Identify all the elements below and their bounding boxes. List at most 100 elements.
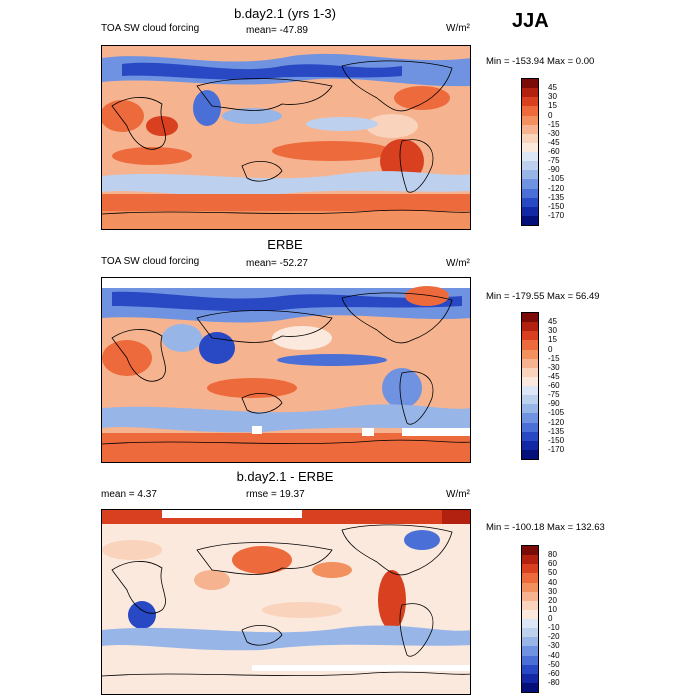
colorbar-swatch	[522, 449, 538, 459]
colorbar-swatch	[522, 386, 538, 396]
colorbar-label: -120	[548, 183, 565, 193]
colorbar-label: -90	[548, 399, 560, 409]
colorbar-swatch	[522, 646, 538, 656]
colorbar-label: 15	[548, 101, 557, 111]
panel1-minmax: Min = -153.94 Max = 0.00	[486, 56, 595, 67]
colorbar-label: -105	[548, 174, 565, 184]
panel1-mean: mean= -47.89	[246, 25, 308, 36]
colorbar-swatch	[522, 619, 538, 629]
colorbar-swatch	[522, 591, 538, 601]
colorbar-label: 50	[548, 568, 557, 578]
colorbar-label: -15	[548, 119, 560, 129]
colorbar-swatch	[522, 655, 538, 665]
colorbar-label: -75	[548, 156, 560, 166]
panel3-title: b.day2.1 - ERBE	[236, 469, 334, 484]
colorbar-swatch	[522, 609, 538, 619]
colorbar-swatch	[522, 637, 538, 647]
colorbar-label: -150	[548, 201, 565, 211]
season-label: JJA	[512, 10, 549, 32]
panel3-colorbar	[521, 545, 539, 693]
panel1-map	[101, 45, 471, 230]
panel2-minmax: Min = -179.55 Max = 56.49	[486, 291, 600, 302]
colorbar-label: 40	[548, 577, 557, 587]
colorbar-label: -150	[548, 435, 565, 445]
panel2-mean: mean= -52.27	[246, 258, 308, 269]
colorbar-label: -15	[548, 353, 560, 363]
panel2-map	[101, 277, 471, 463]
colorbar-label: -90	[548, 165, 560, 175]
colorbar-swatch	[522, 367, 538, 377]
panel3-map-field	[102, 510, 470, 694]
colorbar-swatch	[522, 546, 538, 556]
colorbar-swatch	[522, 179, 538, 189]
panel3-units: W/m²	[446, 489, 470, 500]
panel2-map-field	[102, 278, 470, 462]
colorbar-swatch	[522, 161, 538, 171]
colorbar-swatch	[522, 124, 538, 134]
colorbar-swatch	[522, 142, 538, 152]
colorbar-label: -60	[548, 147, 560, 156]
colorbar-swatch	[522, 555, 538, 565]
colorbar-swatch	[522, 115, 538, 125]
colorbar-label: 45	[548, 83, 557, 93]
panel1-variable-label: TOA SW cloud forcing	[101, 23, 200, 34]
colorbar-swatch	[522, 582, 538, 592]
panel2-units: W/m²	[446, 258, 470, 269]
colorbar-label: -80	[548, 677, 560, 687]
colorbar-swatch	[522, 106, 538, 116]
colorbar-swatch	[522, 404, 538, 414]
colorbar-swatch	[522, 564, 538, 574]
colorbar-label: -30	[548, 641, 560, 651]
panel2-title: ERBE	[267, 237, 303, 252]
panel3-minmax: Min = -100.18 Max = 132.63	[486, 522, 605, 533]
colorbar-swatch	[522, 413, 538, 423]
colorbar-label: 10	[548, 604, 557, 614]
colorbar-swatch	[522, 600, 538, 610]
colorbar-swatch	[522, 322, 538, 332]
colorbar-label: -135	[548, 192, 565, 202]
colorbar-label: -10	[548, 623, 560, 633]
colorbar-swatch	[522, 431, 538, 441]
colorbar-swatch	[522, 573, 538, 583]
colorbar-label: 20	[548, 595, 557, 605]
colorbar-label: 30	[548, 586, 557, 596]
panel3-rmse: rmse = 19.37	[246, 489, 305, 500]
colorbar-swatch	[522, 188, 538, 198]
colorbar-swatch	[522, 376, 538, 386]
colorbar-swatch	[522, 133, 538, 143]
colorbar-label: -170	[548, 210, 565, 220]
colorbar-swatch	[522, 682, 538, 692]
colorbar-label: 15	[548, 335, 557, 345]
colorbar-label: -105	[548, 408, 565, 418]
panel1-units: W/m²	[446, 23, 470, 34]
colorbar-swatch	[522, 358, 538, 368]
colorbar-label: -75	[548, 390, 560, 400]
panel1-map-field	[102, 46, 470, 229]
panel2-colorbar	[521, 312, 539, 460]
colorbar-swatch	[522, 664, 538, 674]
panel3-map	[101, 509, 471, 695]
colorbar-label: -20	[548, 632, 560, 642]
colorbar-label: -170	[548, 444, 565, 454]
colorbar-label: -60	[548, 381, 560, 390]
panel1-title: b.day2.1 (yrs 1-3)	[234, 6, 336, 21]
panel1-colorbar	[521, 78, 539, 226]
colorbar-swatch	[522, 152, 538, 162]
colorbar-label: -40	[548, 650, 560, 660]
panel3-mean: mean = 4.37	[101, 489, 157, 500]
colorbar-label: -45	[548, 137, 560, 147]
colorbar-swatch	[522, 395, 538, 405]
colorbar-label: 0	[548, 110, 553, 120]
colorbar-label: 60	[548, 559, 557, 569]
colorbar-swatch	[522, 206, 538, 216]
colorbar-swatch	[522, 79, 538, 89]
colorbar-label: 80	[548, 550, 557, 560]
colorbar-swatch	[522, 313, 538, 323]
colorbar-swatch	[522, 331, 538, 341]
colorbar-label: 0	[548, 344, 553, 354]
colorbar-label: -30	[548, 362, 560, 372]
colorbar-swatch	[522, 97, 538, 107]
colorbar-label: 30	[548, 92, 557, 102]
colorbar-swatch	[522, 628, 538, 638]
colorbar-swatch	[522, 673, 538, 683]
